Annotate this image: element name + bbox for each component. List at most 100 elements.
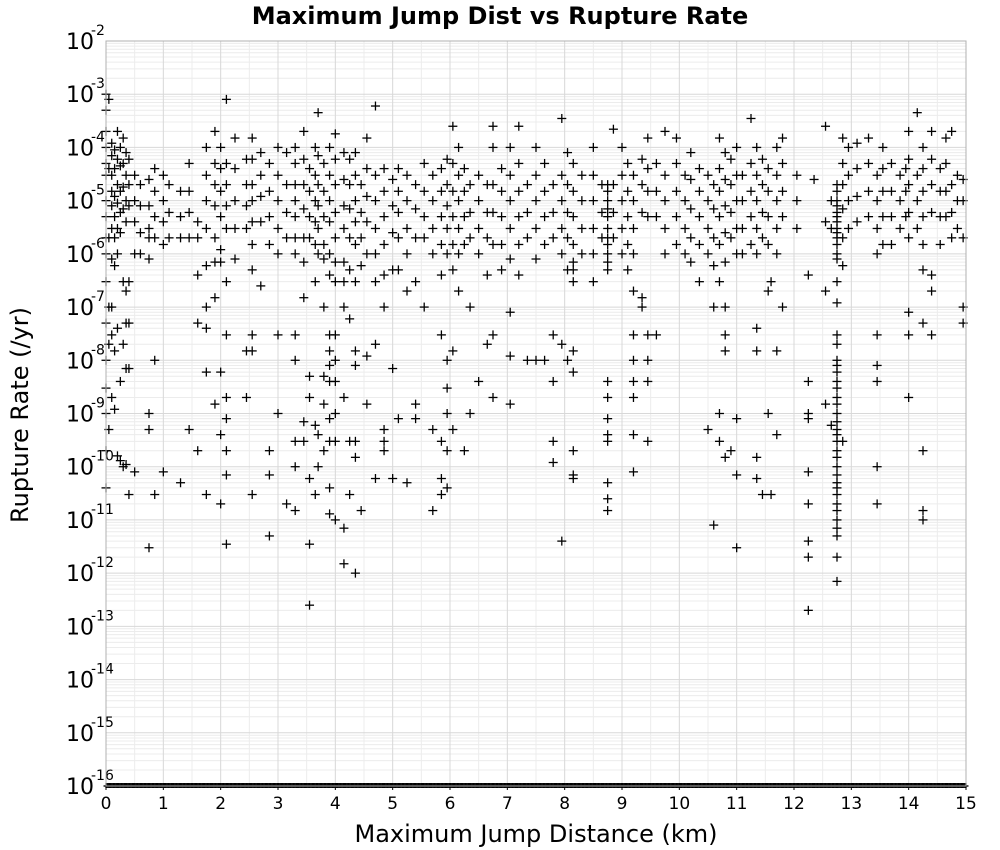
data-point [345, 204, 355, 214]
data-point [843, 223, 853, 233]
data-point [339, 201, 349, 211]
data-point [110, 404, 120, 414]
data-point [158, 217, 168, 227]
data-point [256, 148, 266, 158]
data-point [568, 158, 578, 168]
data-point [651, 212, 661, 222]
data-point [809, 174, 819, 184]
data-point [310, 277, 320, 287]
data-point [201, 302, 211, 312]
data-point [436, 474, 446, 484]
data-point [488, 239, 498, 249]
data-point [339, 174, 349, 184]
data-point [752, 223, 762, 233]
data-point [941, 212, 951, 222]
data-point [878, 142, 888, 152]
data-point [282, 233, 292, 243]
data-point [313, 180, 323, 190]
data-point [184, 425, 194, 435]
data-point [465, 180, 475, 190]
data-point [671, 133, 681, 143]
data-point [319, 371, 329, 381]
data-point [164, 180, 174, 190]
data-point [210, 399, 220, 409]
data-point [393, 414, 403, 424]
data-point [319, 239, 329, 249]
data-point [778, 133, 788, 143]
data-point [726, 446, 736, 456]
data-point [454, 223, 464, 233]
axis-ticks: 0 1 2 3 4 5 6 7 8 9 10 11 12 13 14 1510-210-310-410-510… [66, 23, 977, 814]
data-point [628, 286, 638, 296]
data-point [488, 142, 498, 152]
data-point [563, 180, 573, 190]
data-point [330, 376, 340, 386]
data-point [350, 217, 360, 227]
data-point [488, 392, 498, 402]
data-point [651, 186, 661, 196]
data-point [838, 133, 848, 143]
data-point [345, 233, 355, 243]
data-point [221, 470, 231, 480]
data-point [356, 207, 366, 217]
data-point [325, 509, 335, 519]
data-point [832, 462, 842, 472]
data-point [201, 261, 211, 271]
data-point [757, 233, 767, 243]
data-point [637, 154, 647, 164]
data-point [319, 399, 329, 409]
data-point [393, 207, 403, 217]
data-point [714, 133, 724, 143]
data-point [241, 223, 251, 233]
data-point [778, 158, 788, 168]
y-tick-exponent: -11 [91, 502, 114, 518]
data-point [339, 223, 349, 233]
data-point [465, 233, 475, 243]
data-point [514, 158, 524, 168]
data-point [577, 196, 587, 206]
data-point [588, 249, 598, 259]
y-tick-label: 10 [66, 509, 94, 534]
data-point [388, 228, 398, 238]
data-point [290, 180, 300, 190]
data-point [290, 330, 300, 340]
data-point [826, 420, 836, 430]
data-point [305, 186, 315, 196]
data-point [803, 552, 813, 562]
data-point [319, 446, 329, 456]
plot-frame [105, 40, 967, 787]
data-point [497, 239, 507, 249]
data-point [752, 196, 762, 206]
data-point [110, 191, 120, 201]
data-point [428, 223, 438, 233]
data-point [210, 158, 220, 168]
data-point [115, 376, 125, 386]
data-point [838, 180, 848, 190]
data-point [193, 270, 203, 280]
data-point [107, 254, 117, 264]
data-point [918, 446, 928, 456]
data-point [694, 186, 704, 196]
y-tick-exponent: -13 [91, 608, 114, 624]
data-point [568, 186, 578, 196]
data-point [714, 186, 724, 196]
data-point [299, 293, 309, 303]
data-point [313, 430, 323, 440]
data-point [686, 257, 696, 267]
x-tick-label: 3 [273, 794, 284, 814]
data-point [832, 523, 842, 533]
data-point [216, 257, 226, 267]
data-point [947, 126, 957, 136]
data-point [402, 249, 412, 259]
data-point [339, 277, 349, 287]
data-point [411, 233, 421, 243]
data-point [264, 470, 274, 480]
data-point [221, 201, 231, 211]
x-tick-label: 10 [669, 794, 691, 814]
data-point [643, 376, 653, 386]
data-point [766, 490, 776, 500]
data-point [671, 158, 681, 168]
data-point [766, 277, 776, 287]
data-point [313, 223, 323, 233]
data-point [221, 446, 231, 456]
